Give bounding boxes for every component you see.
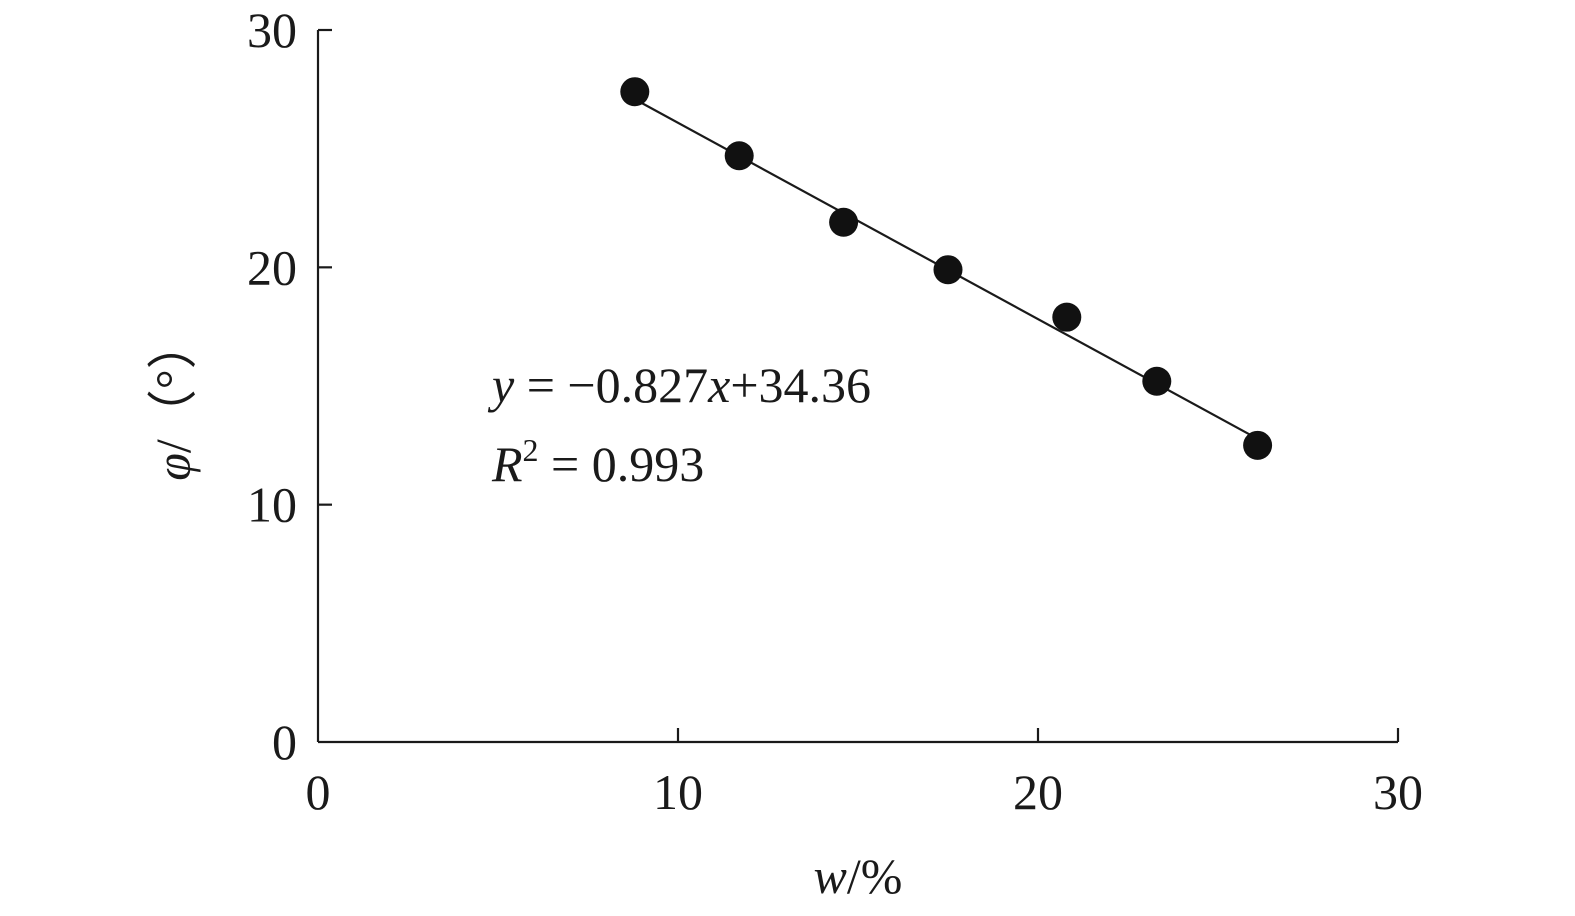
data-point [1243, 430, 1273, 460]
data-point [724, 141, 754, 171]
y-tick-label: 0 [272, 714, 297, 770]
x-tick-label: 10 [653, 764, 703, 820]
data-point [1142, 366, 1172, 396]
x-axis-label: w/% [814, 848, 903, 904]
y-tick-label: 20 [247, 239, 297, 295]
r-squared-label: R2 = 0.993 [491, 432, 704, 492]
regression-equation: y = −0.827x+34.36 [487, 357, 871, 413]
y-tick-label: 30 [247, 2, 297, 58]
x-tick-label: 0 [306, 764, 331, 820]
data-point [829, 207, 859, 237]
x-tick-label: 30 [1373, 764, 1423, 820]
data-points [620, 77, 1273, 460]
y-tick-label: 10 [247, 477, 297, 533]
data-point [933, 255, 963, 285]
x-tick-label: 20 [1013, 764, 1063, 820]
data-point [1052, 302, 1082, 332]
ticks: 0 10 20 30 0 10 20 30 [247, 2, 1423, 820]
y-axis-label: φ/（°） [145, 319, 201, 481]
axes [316, 30, 1398, 744]
data-point [620, 77, 650, 107]
